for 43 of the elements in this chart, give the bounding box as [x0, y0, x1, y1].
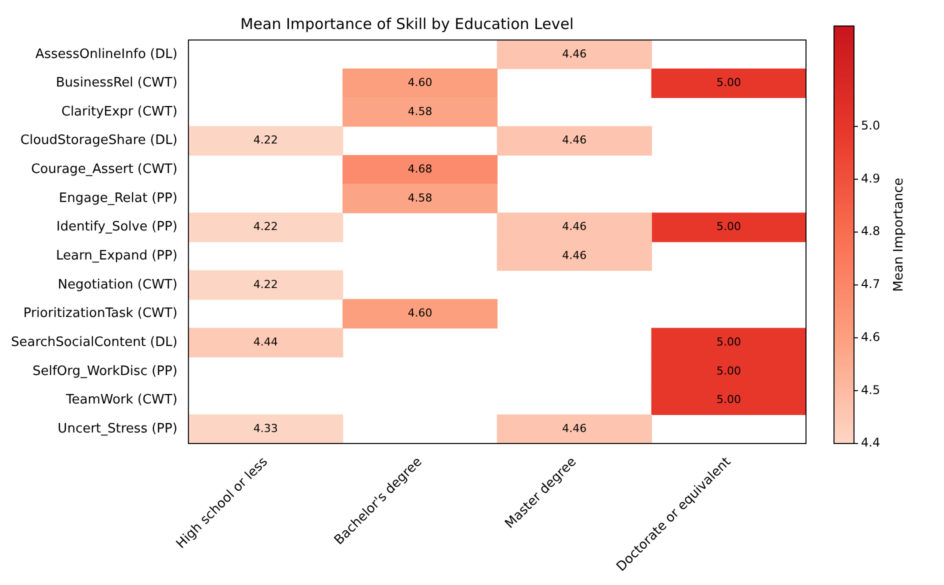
- y-tick-label: ClarityExpr (CWT): [61, 104, 178, 120]
- y-tick-label: TeamWork (CWT): [65, 392, 178, 408]
- y-tick-label: SelfOrg_WorkDisc (PP): [32, 364, 178, 379]
- data-label: 5.00: [716, 393, 742, 406]
- y-tick-label: Learn_Expand (PP): [56, 248, 178, 264]
- y-tick-label: SearchSocialContent (DL): [11, 334, 178, 350]
- y-tick-label: CloudStorageShare (DL): [20, 133, 178, 148]
- color-bar-label: 4.8: [861, 224, 880, 238]
- data-label: 4.46: [562, 422, 587, 435]
- y-tick-label: PrioritizationTask (CWT): [23, 306, 178, 322]
- color-bar-label: 4.9: [861, 171, 880, 186]
- data-label: 4.58: [408, 191, 432, 204]
- data-label: 4.60: [408, 76, 432, 90]
- data-label: 4.44: [253, 335, 278, 348]
- color-bar-title: Mean Importance: [891, 178, 906, 292]
- data-label: 4.22: [253, 278, 278, 291]
- color-bar-label: 4.4: [861, 436, 880, 450]
- data-label: 5.00: [716, 76, 742, 90]
- color-bar-label: 5.0: [861, 118, 880, 133]
- y-tick-label: AssessOnlineInfo (DL): [35, 46, 178, 62]
- y-tick-label: Uncert_Stress (PP): [58, 421, 178, 436]
- data-label: 4.46: [562, 249, 587, 262]
- y-tick-label: Identify_Solve (PP): [56, 220, 178, 235]
- data-label: 4.68: [408, 162, 432, 176]
- y-tick-label: BusinessRel (CWT): [56, 76, 178, 91]
- data-label: 5.00: [716, 364, 742, 378]
- y-tick-label: Courage_Assert (CWT): [31, 162, 178, 178]
- y-tick-label: Engage_Relat (PP): [58, 190, 178, 206]
- data-label: 4.33: [253, 422, 278, 435]
- data-label: 4.46: [562, 134, 587, 147]
- data-label: 5.00: [716, 220, 742, 234]
- data-label: 4.22: [253, 220, 278, 234]
- color-bar-label: 4.5: [861, 382, 880, 397]
- data-label: 4.22: [253, 134, 278, 147]
- color-bar-label: 4.6: [861, 330, 880, 344]
- data-label: 5.00: [716, 335, 742, 348]
- chart-title: Mean Importance of Skill by Education Level: [240, 14, 574, 33]
- y-tick-label: Negotiation (CWT): [58, 277, 178, 292]
- data-label: 4.58: [408, 104, 432, 118]
- data-label: 4.60: [408, 306, 432, 320]
- data-label: 4.46: [562, 220, 587, 234]
- data-label: 4.46: [562, 47, 587, 60]
- color-bar-label: 4.7: [861, 277, 880, 292]
